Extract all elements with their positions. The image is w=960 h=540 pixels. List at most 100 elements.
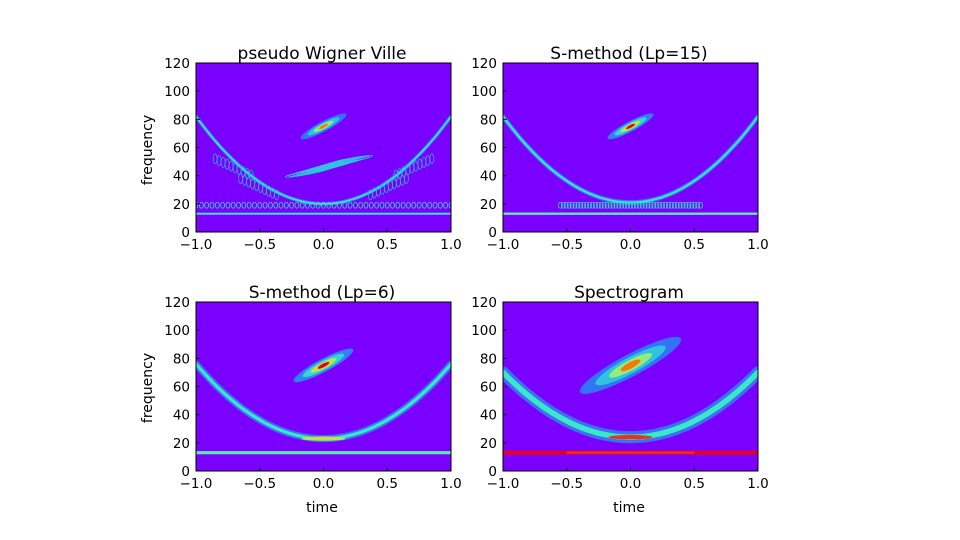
cross-term-fringe	[695, 201, 701, 209]
cross-term-fringe	[214, 201, 220, 209]
cross-term-fringe	[422, 201, 427, 209]
cross-term-fringe	[604, 201, 610, 209]
y-tick-label: 100	[164, 323, 190, 339]
y-tick-label: 0	[488, 464, 497, 480]
panel-title: S-method (Lp=15)	[550, 44, 707, 64]
x-tick-label: −1.0	[487, 476, 520, 492]
cross-term-fringe	[406, 201, 411, 209]
cross-term-fringe	[310, 201, 316, 209]
cross-term-fringe	[225, 201, 231, 209]
cross-term-fringe	[669, 201, 674, 209]
chirp-component	[317, 361, 330, 369]
x-tick-label: 0.0	[313, 237, 334, 253]
cross-term-fringe	[601, 201, 607, 209]
x-tick-label: −0.5	[243, 237, 276, 253]
chirp-component	[626, 123, 635, 130]
cross-term-fringe	[598, 201, 604, 209]
y-tick-label: 80	[173, 351, 190, 367]
tone-component	[196, 451, 451, 455]
cross-term-fringe	[557, 201, 563, 209]
cross-term-fringe	[283, 201, 289, 209]
cross-term-fringe	[587, 201, 592, 209]
cross-term-fringe	[196, 201, 199, 209]
y-tick-label: 40	[480, 169, 497, 185]
panel-pseudo-wigner-ville: pseudo Wigner Ville −1.0 −0.5 0.0 0.5 1.0 0 20…	[140, 44, 462, 253]
y-tick-label: 80	[480, 112, 497, 128]
cross-term-fringe	[299, 201, 305, 209]
cross-term-fringe	[698, 201, 704, 209]
cross-term-fringe	[622, 201, 628, 209]
cross-term-fringe	[572, 201, 578, 209]
cross-term-fringe	[560, 201, 566, 209]
cross-term-fringe	[674, 201, 680, 209]
cross-term-fringe	[683, 201, 689, 209]
cross-term-fringe	[639, 201, 645, 209]
x-tick-label: −1.0	[180, 476, 213, 492]
panel-title: Spectrogram	[574, 283, 684, 303]
heatmap-area: −1.0 −0.5 0.0 0.5 1.0 0 20 40 60 80 100 120	[471, 295, 769, 492]
panel-title: pseudo Wigner Ville	[238, 44, 407, 64]
cross-term-fringe	[246, 201, 252, 209]
cross-term-fringe	[273, 201, 279, 209]
heatmap-background	[196, 302, 451, 471]
cross-term-fringe	[427, 201, 433, 209]
cross-term-fringe	[289, 201, 295, 209]
cross-term-fringe	[267, 201, 273, 209]
x-tick-label: 1.0	[747, 476, 768, 492]
x-tick-label: −0.5	[550, 476, 583, 492]
cross-term-fringe	[578, 201, 584, 209]
heatmap-area: −1.0 −0.5 0.0 0.5 1.0 0 20 40 60 80 100 120	[164, 56, 462, 253]
cross-term-fringe	[230, 201, 236, 209]
x-tick-label: 1.0	[440, 237, 461, 253]
cross-term-fringe	[680, 201, 686, 209]
cross-term-fringe	[432, 201, 438, 209]
x-tick-label: 0.0	[313, 476, 334, 492]
cross-term-fringe	[358, 201, 364, 209]
cross-term-fringe	[677, 201, 683, 209]
cross-term-fringe	[584, 201, 590, 209]
cross-term-fringe	[326, 201, 332, 209]
x-axis-label: time	[306, 500, 338, 516]
cross-term-fringe	[337, 201, 342, 209]
cross-term-fringe	[619, 201, 625, 209]
cross-term-fringe	[566, 201, 572, 209]
y-tick-label: 100	[471, 323, 497, 339]
cross-term-fringe	[257, 201, 263, 209]
y-tick-label: 120	[164, 295, 190, 311]
cross-term-fringe	[692, 201, 698, 209]
y-tick-label: 120	[471, 56, 497, 72]
cross-term-fringe	[315, 201, 321, 209]
cross-term-fringe	[628, 201, 633, 209]
cross-term-fringe	[342, 201, 348, 209]
y-tick-label: 60	[480, 141, 497, 157]
cross-term-fringe	[379, 201, 385, 209]
x-tick-label: 1.0	[440, 476, 461, 492]
x-tick-label: 0.5	[684, 237, 705, 253]
cross-term-fringe	[241, 201, 247, 209]
cross-term-fringe	[642, 201, 648, 209]
cross-term-fringe	[636, 201, 642, 209]
x-tick-label: 0.5	[684, 476, 705, 492]
x-tick-label: 0.0	[620, 237, 641, 253]
cross-term-fringe	[384, 201, 390, 209]
cross-term-fringe	[607, 201, 613, 209]
cross-term-fringe	[593, 201, 598, 209]
y-tick-label: 20	[173, 436, 190, 452]
cross-term-fringe	[689, 201, 695, 209]
cross-term-fringe	[613, 201, 619, 209]
cross-term-fringe	[654, 201, 660, 209]
cross-term-fringe	[305, 201, 310, 209]
cross-term-fringe	[331, 201, 337, 209]
tone-component	[196, 212, 451, 215]
chirp-component	[319, 123, 328, 130]
cross-term-fringe	[616, 201, 622, 209]
x-tick-label: −0.5	[243, 476, 276, 492]
cross-term-fringe	[448, 201, 451, 209]
cross-term-fringe	[390, 201, 395, 209]
y-tick-label: 40	[173, 408, 190, 424]
cross-term-fringe	[329, 156, 370, 165]
cross-term-fringe	[590, 201, 595, 209]
panel-spectrogram: Spectrogram −1.0 −0.5 0.0 0.5 1.0 0 20 40 60 80 10…	[471, 283, 769, 516]
x-tick-label: 0.5	[377, 476, 398, 492]
